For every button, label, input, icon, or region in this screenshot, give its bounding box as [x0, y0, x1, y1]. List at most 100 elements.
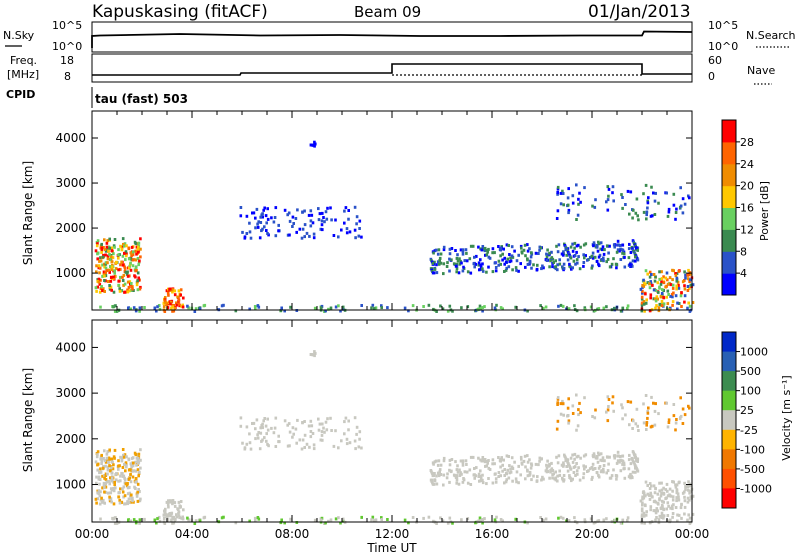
echo-cell — [571, 477, 574, 481]
echo-cell — [292, 222, 295, 225]
echo-cell — [684, 273, 687, 277]
echo-cell — [234, 309, 238, 313]
echo-cell — [286, 213, 289, 217]
echo-cell — [562, 461, 565, 465]
echo-cell — [606, 185, 610, 189]
echo-cell — [119, 474, 122, 478]
echo-cell — [103, 248, 107, 251]
echo-cell — [503, 468, 506, 471]
echo-cell — [672, 414, 676, 418]
echo-cell — [452, 262, 456, 266]
echo-cell — [105, 241, 109, 245]
echo-cell — [634, 211, 638, 215]
echo-cell — [355, 432, 358, 436]
echo-cell — [491, 270, 495, 274]
echo-cell — [684, 488, 687, 492]
echo-cell — [138, 499, 142, 503]
echo-cell — [478, 304, 482, 308]
echo-cell — [109, 491, 113, 495]
echo-cell — [508, 260, 511, 264]
echo-cell — [177, 298, 181, 302]
echo-cell — [256, 433, 259, 437]
echo-cell — [567, 211, 570, 215]
echo-cell — [556, 191, 559, 194]
echo-cell — [464, 248, 468, 252]
echo-cell — [629, 251, 633, 254]
echo-cell — [537, 463, 540, 467]
echo-cell — [495, 515, 498, 519]
echo-cell — [578, 267, 582, 271]
echo-cell — [501, 519, 504, 523]
echo-cell — [274, 206, 278, 210]
echo-cell — [688, 286, 691, 290]
echo-cell — [605, 305, 608, 309]
echo-cell — [360, 515, 363, 519]
echo-cell — [619, 247, 622, 251]
echo-cell — [322, 426, 325, 430]
echo-cell — [511, 268, 514, 272]
echo-cell — [499, 306, 503, 310]
echo-cell — [652, 297, 656, 301]
echo-cell — [576, 472, 579, 476]
echo-cell — [658, 481, 661, 485]
echo-cell — [499, 518, 503, 521]
echo-cell — [182, 508, 185, 512]
echo-cell — [139, 448, 142, 452]
colorbar-frame — [721, 331, 737, 509]
echo-cell — [98, 290, 102, 294]
echo-cell — [657, 306, 661, 310]
echo-cell — [123, 494, 127, 498]
echo-cell — [124, 258, 127, 262]
echo-cell — [109, 466, 113, 470]
echo-cell — [503, 262, 506, 266]
echo-cell — [187, 518, 190, 522]
echo-cell — [546, 459, 549, 463]
echo-cell — [555, 427, 559, 431]
echo-cell — [263, 225, 266, 229]
colorbar-tick-label: -100 — [740, 443, 765, 456]
echo-cell — [266, 428, 270, 432]
echo-cell — [568, 262, 571, 266]
echo-cell — [669, 518, 672, 522]
colorbar-swatch — [722, 185, 736, 208]
echo-cell — [667, 504, 670, 508]
echo-cell — [461, 463, 465, 467]
echo-cell — [125, 254, 128, 258]
echo-cell — [605, 200, 608, 204]
echo-cell — [439, 252, 443, 256]
echo-cell — [101, 486, 104, 490]
echo-cell — [345, 231, 349, 235]
echo-cell — [130, 497, 133, 500]
echo-cell — [622, 250, 626, 254]
echo-cell — [155, 309, 158, 313]
echo-cell — [380, 304, 383, 308]
echo-cell — [308, 445, 311, 449]
nave-ytick-bottom: 0 — [708, 70, 715, 83]
echo-cell — [265, 221, 268, 225]
echo-cell — [104, 464, 107, 468]
echo-cell — [257, 517, 261, 521]
echo-cell — [595, 456, 599, 460]
echo-cell — [239, 214, 243, 218]
echo-cell — [597, 475, 601, 479]
echo-cell — [105, 456, 109, 460]
echo-cell — [541, 264, 544, 268]
echo-cell — [677, 498, 681, 502]
echo-cell — [504, 471, 508, 475]
echo-cell — [583, 186, 586, 190]
echo-cell — [487, 255, 491, 259]
echo-cell — [575, 244, 579, 248]
echo-cell — [136, 499, 140, 503]
echo-cell — [173, 289, 177, 293]
echo-cell — [640, 297, 644, 301]
echo-cell — [657, 309, 661, 313]
echo-cell — [680, 502, 683, 506]
echo-cell — [465, 259, 469, 263]
echo-cell — [118, 498, 121, 502]
echo-cell — [343, 432, 346, 436]
echo-cell — [117, 479, 120, 483]
colorbar-swatch — [722, 429, 736, 450]
echo-cell — [99, 517, 102, 521]
echo-cell — [569, 467, 573, 471]
echo-cell — [654, 306, 657, 310]
